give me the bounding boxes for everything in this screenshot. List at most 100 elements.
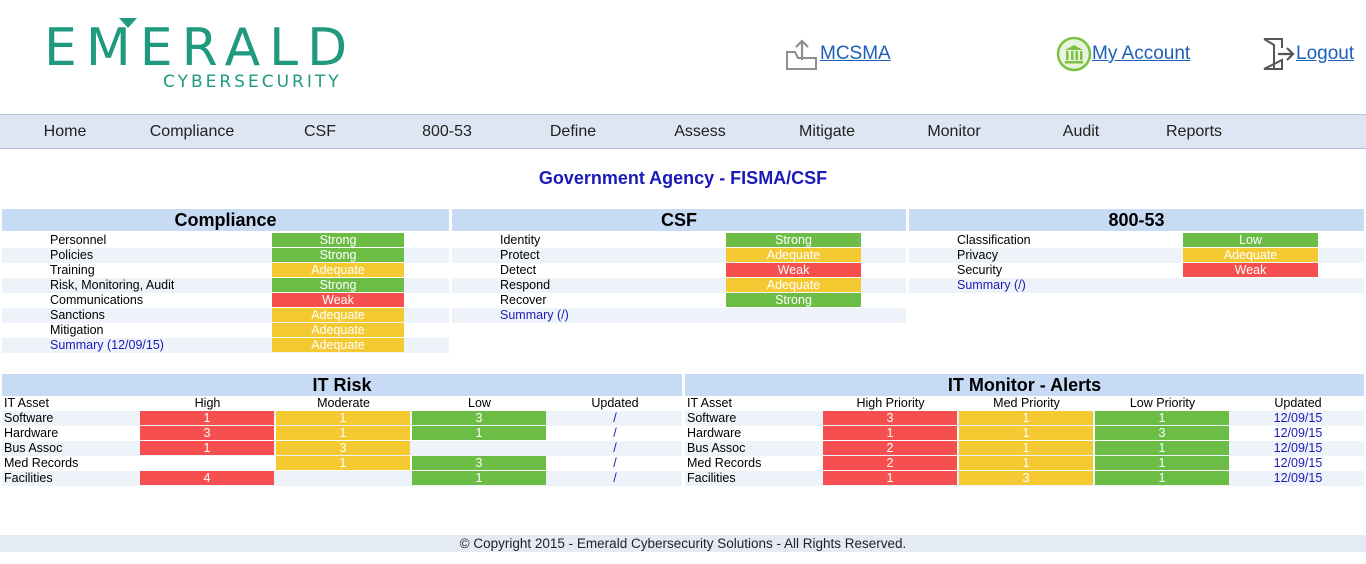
compliance-row-label: Policies xyxy=(50,248,94,262)
nist-status-badge: Adequate xyxy=(1183,248,1318,262)
it_risk-col-header: High xyxy=(194,396,221,410)
it_monitor-count-med: 1 xyxy=(959,411,1093,425)
it_risk-count-low: 3 xyxy=(412,411,546,425)
it_monitor-count-med: 1 xyxy=(959,441,1093,455)
it_monitor-updated-link[interactable]: 12/09/15 xyxy=(1273,456,1323,470)
csf-row: Detect Weak xyxy=(452,263,906,278)
compliance-row-label: Training xyxy=(50,263,95,277)
it_monitor-updated-link[interactable]: 12/09/15 xyxy=(1273,411,1323,425)
it-risk-panel: IT Risk IT Asset High Moderate Low Updated So… xyxy=(2,374,682,486)
csf-status-badge: Strong xyxy=(726,233,861,247)
compliance-row: Sanctions Adequate xyxy=(2,308,449,323)
logout-link-group: Logout xyxy=(1260,36,1354,72)
it_risk-col-header: Moderate xyxy=(317,396,370,410)
it_monitor-asset-name: Software xyxy=(687,411,737,425)
mcsma-link[interactable]: MCSMA xyxy=(820,43,891,64)
compliance-row-label: Risk, Monitoring, Audit xyxy=(50,278,175,292)
compliance-status-badge: Adequate xyxy=(272,338,404,352)
it_risk-count-moderate: 1 xyxy=(276,456,410,470)
csf-row-label: Recover xyxy=(500,293,547,307)
it_risk-updated-link[interactable]: / xyxy=(613,456,617,470)
it_risk-count-high: 4 xyxy=(140,471,274,485)
csf-title: CSF xyxy=(452,209,906,231)
csf-row-label: Respond xyxy=(500,278,551,292)
it_monitor-updated-link[interactable]: 12/09/15 xyxy=(1273,471,1323,485)
nav-home[interactable]: Home xyxy=(43,123,87,140)
it_monitor-asset-name: Facilities xyxy=(687,471,736,485)
it_monitor-count-med: 3 xyxy=(959,471,1093,485)
it_monitor-asset-name: Hardware xyxy=(687,426,742,440)
nav-reports[interactable]: Reports xyxy=(1165,123,1223,140)
emerald-logo[interactable]: EMERALD CYBERSECURITY xyxy=(44,18,374,98)
it_risk-updated-link[interactable]: / xyxy=(613,426,617,440)
it-monitor-rows: IT Asset High Priority Med Priority Low Pri… xyxy=(685,396,1364,486)
csf-summary-link[interactable]: Summary (/) xyxy=(500,308,569,322)
compliance-status-badge: Strong xyxy=(272,248,404,262)
it_risk-count-low: 3 xyxy=(412,456,546,470)
nist-row: Classification Low xyxy=(909,233,1364,248)
nav-audit[interactable]: Audit xyxy=(1062,123,1100,140)
logo-gem-icon xyxy=(119,18,137,28)
nist-row-label: Privacy xyxy=(957,248,998,262)
it_risk-count-high: 1 xyxy=(140,441,274,455)
it_monitor-col-header: IT Asset xyxy=(687,396,732,410)
nav-monitor[interactable]: Monitor xyxy=(927,123,981,140)
it_risk-count-moderate: 3 xyxy=(276,441,410,455)
it_monitor-table-row: Software 3 1 1 12/09/15 xyxy=(685,411,1364,426)
it_risk-count-moderate: 1 xyxy=(276,426,410,440)
my-account-link[interactable]: My Account xyxy=(1092,43,1191,64)
csf-status-badge: Adequate xyxy=(726,278,861,292)
nist-row-label: Classification xyxy=(957,233,1031,247)
upload-folder-icon[interactable] xyxy=(784,36,820,72)
csf-status-badge: Adequate xyxy=(726,248,861,262)
copyright-footer: © Copyright 2015 - Emerald Cybersecurity… xyxy=(0,535,1366,552)
account-link-group: My Account xyxy=(1056,36,1190,72)
compliance-status-badge: Adequate xyxy=(272,263,404,277)
logout-link[interactable]: Logout xyxy=(1296,43,1355,64)
it_monitor-asset-name: Med Records xyxy=(687,456,762,470)
it_risk-asset-name: Bus Assoc xyxy=(4,441,63,455)
csf-row: Summary (/) xyxy=(452,308,906,323)
compliance-status-badge: Strong xyxy=(272,278,404,292)
nav-800-53[interactable]: 800-53 xyxy=(422,123,472,140)
compliance-row-label: Mitigation xyxy=(50,323,104,337)
it_monitor-count-low: 1 xyxy=(1095,471,1229,485)
nist-rows: Classification Low Privacy Adequate Security… xyxy=(909,233,1364,293)
it_risk-count-moderate xyxy=(276,471,410,485)
csf-status-badge: Weak xyxy=(726,263,861,277)
it_monitor-count-med: 1 xyxy=(959,456,1093,470)
logout-door-icon[interactable] xyxy=(1260,36,1296,72)
it_monitor-count-high: 1 xyxy=(823,471,957,485)
it_risk-updated-link[interactable]: / xyxy=(613,441,617,455)
compliance-row: Risk, Monitoring, Audit Strong xyxy=(2,278,449,293)
it_risk-col-header: Updated xyxy=(591,396,639,410)
compliance-summary-link[interactable]: Summary (12/09/15) xyxy=(50,338,164,352)
compliance-status-badge: Strong xyxy=(272,233,404,247)
it-risk-title: IT Risk xyxy=(2,374,682,396)
nist-row-label: Security xyxy=(957,263,1003,277)
nav-assess[interactable]: Assess xyxy=(674,123,726,140)
it_monitor-col-header: High Priority xyxy=(856,396,925,410)
nav-compliance[interactable]: Compliance xyxy=(149,123,235,140)
logo-wordmark: EMERALD xyxy=(44,18,357,78)
csf-panel: CSF Identity Strong Protect Adequate Detect W… xyxy=(452,209,906,323)
it_risk-count-low: 1 xyxy=(412,426,546,440)
nist-status-badge: Weak xyxy=(1183,263,1318,277)
nist-summary-link[interactable]: Summary (/) xyxy=(957,278,1026,292)
bank-account-icon[interactable] xyxy=(1056,36,1092,72)
it_monitor-updated-link[interactable]: 12/09/15 xyxy=(1273,426,1323,440)
nav-mitigate[interactable]: Mitigate xyxy=(798,123,856,140)
nav-csf[interactable]: CSF xyxy=(304,123,336,140)
it_risk-table-row: Med Records 1 3 / xyxy=(2,456,682,471)
it-monitor-panel: IT Monitor - Alerts IT Asset High Priorit… xyxy=(685,374,1364,486)
it_risk-updated-link[interactable]: / xyxy=(613,411,617,425)
it_risk-col-header: Low xyxy=(468,396,491,410)
it_monitor-updated-link[interactable]: 12/09/15 xyxy=(1273,441,1323,455)
it_risk-updated-link[interactable]: / xyxy=(613,471,617,485)
nav-define[interactable]: Define xyxy=(549,123,597,140)
csf-row: Identity Strong xyxy=(452,233,906,248)
it_risk-asset-name: Software xyxy=(4,411,54,425)
it_monitor-count-high: 3 xyxy=(823,411,957,425)
it_risk-count-moderate: 1 xyxy=(276,411,410,425)
compliance-rows: Personnel Strong Policies Strong Training Ade… xyxy=(2,233,449,353)
